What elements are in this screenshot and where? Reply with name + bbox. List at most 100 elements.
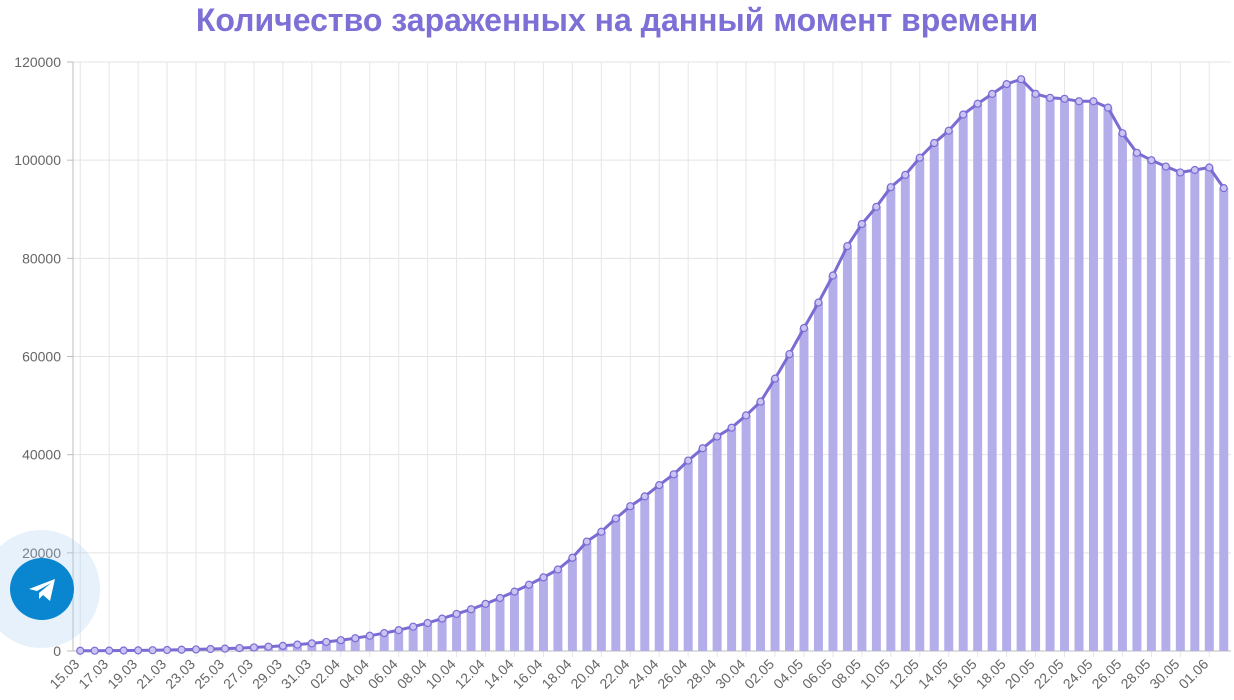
x-tick-label: 21.03 [133,656,169,692]
x-tick-label: 12.04 [452,656,488,692]
bar [698,448,708,651]
data-point [741,411,751,420]
bar [683,460,693,651]
data-point [495,593,505,603]
bar [510,591,519,651]
data-point [944,126,953,135]
data-point [235,643,244,653]
bar [350,638,360,651]
data-point [597,527,606,536]
bar [900,174,910,651]
bar [1016,79,1026,651]
x-tick-label: 22.05 [1031,656,1067,692]
bar [582,541,592,651]
bar [408,626,418,651]
data-point [684,456,693,465]
telegram-button[interactable] [10,558,74,620]
data-point [220,644,230,653]
data-point [568,553,577,562]
x-tick-label: 02.04 [307,656,343,692]
x-tick-label: 14.05 [915,656,951,692]
data-point [1103,103,1113,112]
data-point [105,646,114,655]
data-point [148,646,157,655]
y-tick-label: 40000 [22,447,61,463]
data-point [669,470,678,479]
x-tick-label: 30.05 [1146,656,1182,692]
bar [857,223,867,651]
bar [727,427,737,651]
data-point [293,640,302,649]
data-point [886,183,895,192]
bar [813,302,823,651]
x-tick-label: 02.05 [741,656,777,692]
data-point [394,626,403,635]
data-point [872,202,881,211]
data-point [973,99,982,108]
bar [611,518,621,651]
data-point [1031,89,1040,99]
data-point [901,170,910,179]
x-tick-label: 16.05 [944,656,980,692]
data-point [466,605,476,614]
bar [553,569,563,651]
x-tick-label: 30.04 [712,656,748,692]
bar [712,436,722,651]
bar [596,531,606,651]
data-point [814,298,823,307]
bar [1060,98,1070,651]
data-point [1147,156,1156,165]
x-tick-label: 29.03 [249,656,285,692]
x-tick-label: 06.04 [365,656,401,692]
bar [654,485,664,651]
data-point [655,480,664,490]
bar [1161,166,1171,652]
x-tick-label: 25.03 [191,656,227,692]
data-point [264,642,273,651]
data-point [843,241,852,251]
data-point [611,514,620,523]
data-point [1017,75,1026,84]
data-point [409,622,418,631]
bar [1132,152,1142,651]
data-point [1074,97,1084,106]
data-point [539,573,548,582]
data-point [510,587,519,596]
x-tick-label: 20.04 [567,656,603,692]
data-point [553,565,563,574]
bar [640,496,650,651]
x-tick-label: 23.03 [162,656,198,692]
bar [741,415,751,651]
data-point [423,618,432,628]
bar [669,474,679,651]
data-point [1045,93,1055,102]
data-point [76,646,85,655]
x-tick-label: 18.04 [538,656,574,692]
data-point [1118,129,1127,138]
x-tick-label: 06.05 [799,656,835,692]
data-point [988,89,997,99]
data-point [915,153,924,162]
x-tick-label: 31.03 [278,656,314,692]
bar [1002,84,1012,651]
data-point [1205,163,1214,172]
x-tick-label: 16.04 [509,656,545,692]
data-point [524,580,534,589]
y-tick-label: 100000 [14,152,61,168]
bar [495,597,505,651]
bar [524,584,534,651]
data-point [959,110,968,119]
y-tick-label: 60000 [22,349,61,365]
x-tick-label: 24.05 [1060,656,1096,692]
y-tick-label: 120000 [14,54,61,70]
x-tick-label: 10.04 [423,656,459,692]
y-tick-label: 0 [53,643,61,659]
bar [756,401,766,651]
data-point [206,644,215,654]
x-tick-label: 27.03 [220,656,256,692]
x-tick-label: 26.04 [654,656,690,692]
data-point [770,374,780,383]
bar [958,114,968,651]
data-point [1060,94,1069,103]
